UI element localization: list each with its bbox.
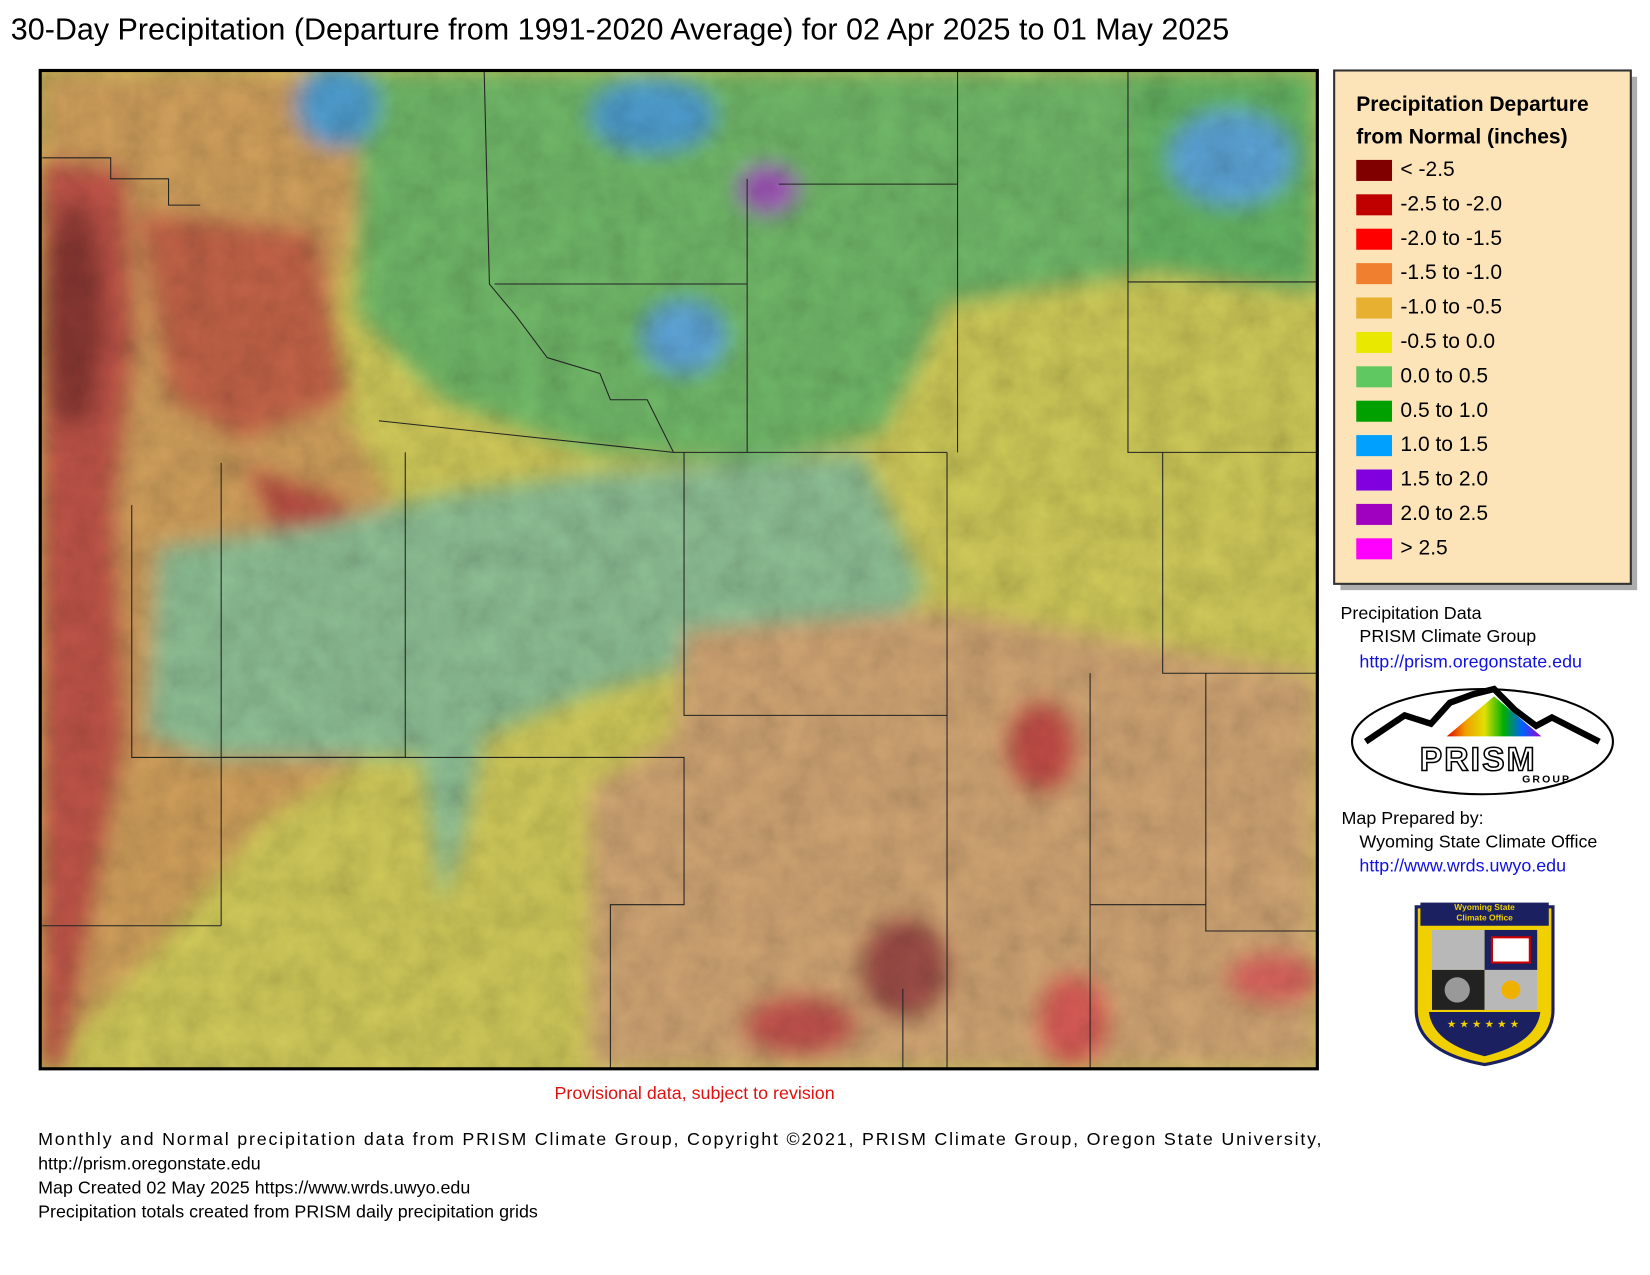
- legend-swatch: [1356, 366, 1393, 388]
- legend-swatch: [1356, 228, 1393, 250]
- provisional-note: Provisional data, subject to revision: [554, 1083, 834, 1103]
- legend-swatch: [1356, 194, 1393, 216]
- legend-swatch: [1356, 538, 1393, 560]
- credit-heading: Precipitation Data: [1340, 603, 1481, 623]
- legend-label: > 2.5: [1400, 536, 1447, 559]
- legend-label: 0.5 to 1.0: [1400, 399, 1488, 422]
- prism-logo: PRISM GROUP: [1350, 685, 1614, 796]
- title: 30-Day Precipitation (Departure from 199…: [11, 13, 1229, 47]
- footer-line: Monthly and Normal precipitation data fr…: [38, 1129, 1321, 1149]
- legend-swatch: [1356, 400, 1393, 422]
- credit-link[interactable]: http://www.wrds.uwyo.edu: [1359, 856, 1566, 876]
- legend-label: 0.0 to 0.5: [1400, 364, 1488, 387]
- footer-line: http://prism.oregonstate.edu: [38, 1153, 261, 1173]
- credit-source: PRISM Climate Group: [1359, 626, 1536, 646]
- legend-label: 2.0 to 2.5: [1400, 502, 1488, 525]
- map-frame: [38, 68, 1319, 1071]
- legend-title: Precipitation Departure: [1356, 93, 1588, 116]
- credit-link[interactable]: http://prism.oregonstate.edu: [1359, 651, 1582, 671]
- legend-swatch: [1356, 435, 1393, 457]
- legend-label: < -2.5: [1400, 158, 1454, 181]
- legend-swatch: [1356, 503, 1393, 525]
- wsco-text: Climate Office: [1456, 913, 1513, 923]
- legend-label: -0.5 to 0.0: [1400, 330, 1495, 353]
- legend-swatch: [1356, 331, 1393, 353]
- legend-label: 1.0 to 1.5: [1400, 433, 1488, 456]
- legend-swatch: [1356, 263, 1393, 285]
- credit-source: Wyoming State Climate Office: [1359, 831, 1597, 851]
- prism-name: PRISM: [1420, 742, 1537, 779]
- legend-label: -1.0 to -0.5: [1400, 296, 1502, 319]
- legend-swatch: [1356, 297, 1393, 319]
- credit-heading: Map Prepared by:: [1342, 808, 1484, 828]
- footer-line: Map Created 02 May 2025 https://www.wrds…: [38, 1177, 470, 1197]
- legend-title: from Normal (inches): [1356, 125, 1567, 148]
- legend-label: -1.5 to -1.0: [1400, 261, 1502, 284]
- wsco-logo: Wyoming State Climate Office ★★★★★★: [1414, 902, 1555, 1067]
- wsco-text: Wyoming State: [1454, 902, 1515, 912]
- legend: Precipitation Departure from Normal (inc…: [1333, 69, 1638, 591]
- svg-text:★★★★★★: ★★★★★★: [1447, 1018, 1522, 1030]
- map: [40, 70, 1318, 1069]
- legend-swatch: [1356, 159, 1393, 181]
- legend-label: 1.5 to 2.0: [1400, 468, 1488, 491]
- footer-line: Precipitation totals created from PRISM …: [38, 1202, 538, 1222]
- legend-label: -2.0 to -1.5: [1400, 227, 1502, 250]
- prism-sub: GROUP: [1522, 773, 1571, 785]
- legend-swatch: [1356, 469, 1393, 491]
- legend-label: -2.5 to -2.0: [1400, 192, 1502, 215]
